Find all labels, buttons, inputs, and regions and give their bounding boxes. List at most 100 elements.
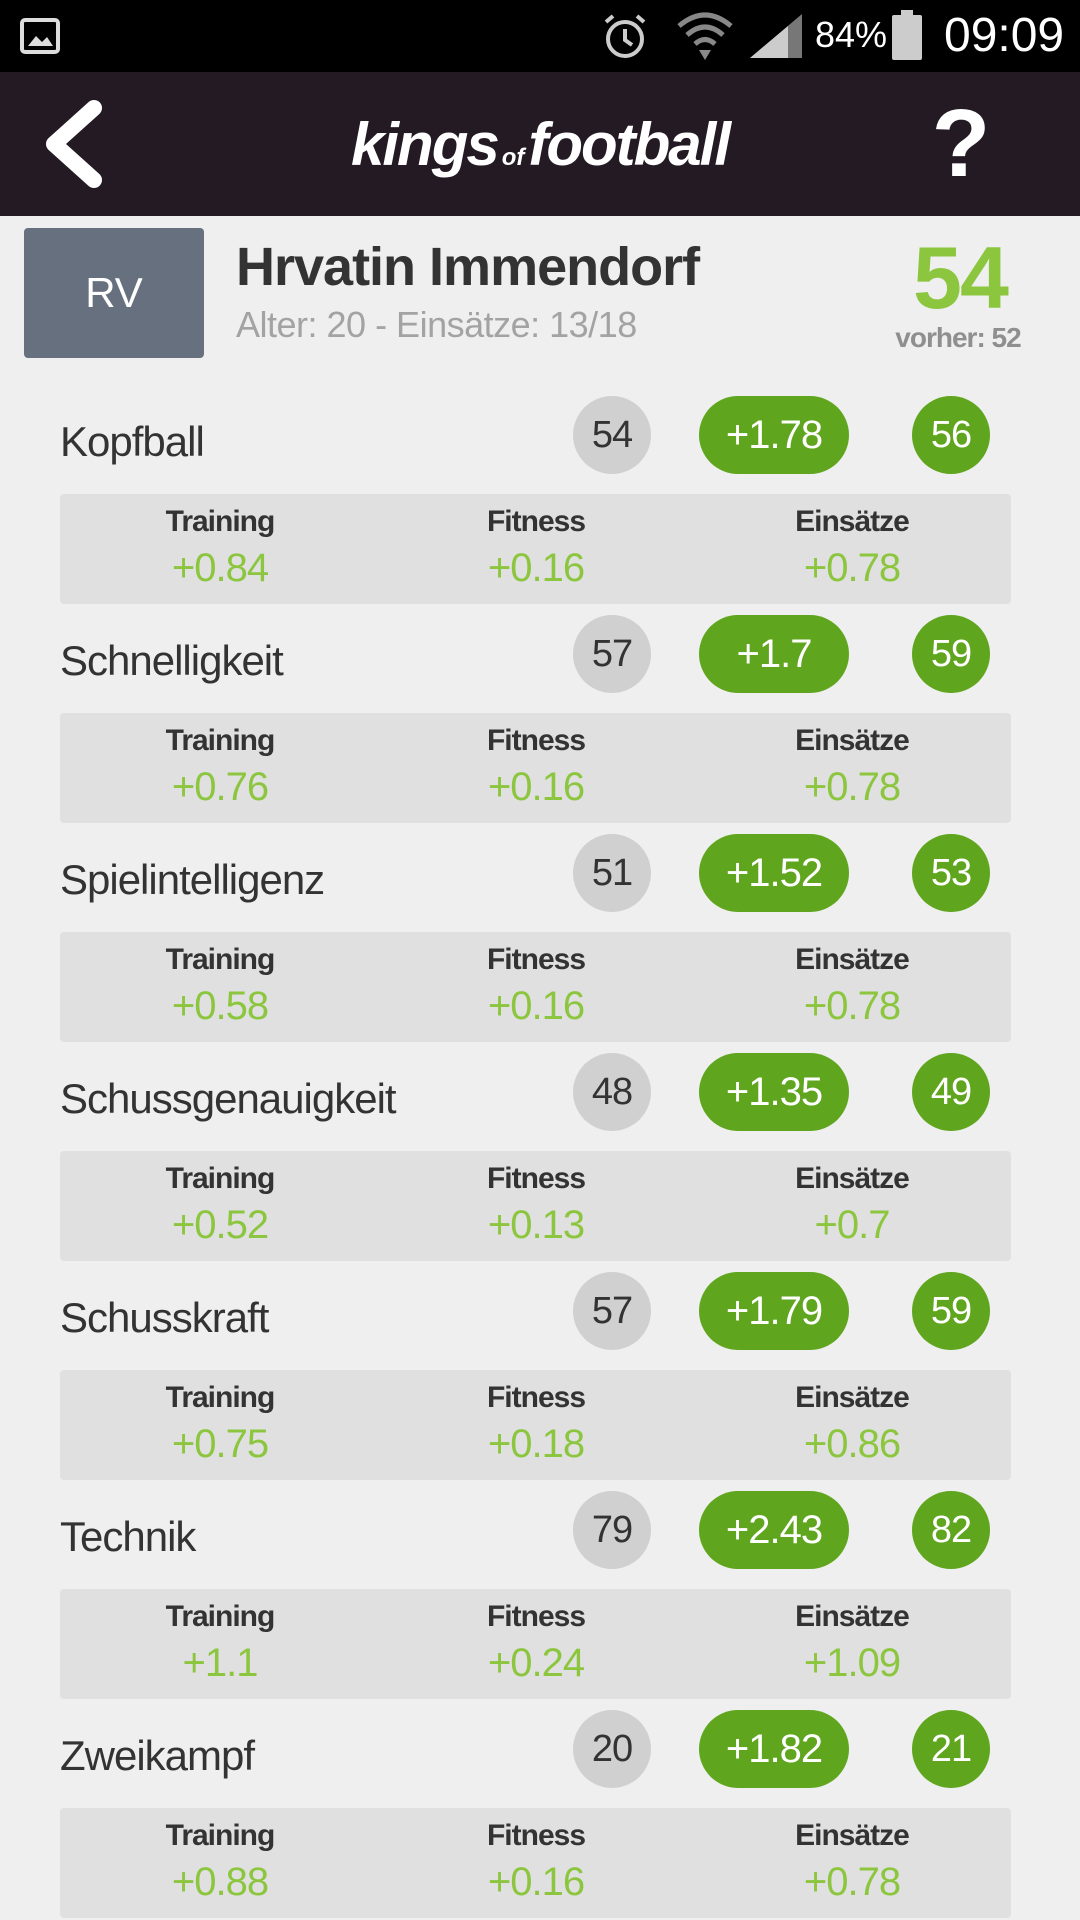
base-value: 57: [573, 1272, 651, 1350]
fitness-value: +0.16: [487, 546, 585, 590]
previous-rating: vorher: 52: [895, 322, 1021, 353]
base-value: 48: [573, 1053, 651, 1131]
stat-name: Technik: [60, 1513, 196, 1560]
battery-percent: 84%: [815, 14, 888, 55]
training-label: Training: [165, 724, 276, 757]
einsaetze-label: Einsätze: [795, 505, 910, 538]
einsaetze-column: Einsätze +0.78: [702, 721, 1002, 813]
einsaetze-label: Einsätze: [795, 943, 910, 976]
fitness-column: Fitness +0.16: [386, 1816, 686, 1908]
delta-pill: +1.52: [699, 834, 849, 912]
einsaetze-label: Einsätze: [795, 724, 910, 757]
logo-of: of: [501, 144, 525, 171]
app-header: kings offootball ?: [0, 72, 1080, 216]
breakdown-panel: Training +0.84 Fitness +0.16 Einsätze +0.78: [60, 494, 1011, 604]
fitness-column: Fitness +0.16: [386, 940, 686, 1032]
stat-row-kopfball: Kopfball 54 +1.78 56 Training +0.84 Fitne…: [0, 380, 1080, 604]
logo-kings: kings: [351, 111, 500, 178]
base-value: 20: [573, 1710, 651, 1788]
new-value: 53: [912, 834, 990, 912]
training-value: +1.1: [182, 1641, 259, 1685]
delta-pill: +1.79: [699, 1272, 849, 1350]
player-rating: 54: [913, 228, 1009, 327]
gallery-icon: [20, 18, 60, 54]
new-value: 59: [912, 1272, 990, 1350]
breakdown-panel: Training +0.75 Fitness +0.18 Einsätze +0.86: [60, 1370, 1011, 1480]
breakdown-panel: Training +0.52 Fitness +0.13 Einsätze +0.7: [60, 1151, 1011, 1261]
stat-row-zweikampf: Zweikampf 20 +1.82 21 Training +0.88 Fitn…: [0, 1694, 1080, 1918]
base-value: 51: [573, 834, 651, 912]
einsaetze-label: Einsätze: [795, 1162, 910, 1195]
signal-icon: [750, 14, 802, 58]
einsaetze-value: +0.7: [814, 1203, 891, 1247]
training-column: Training +0.75: [70, 1378, 370, 1470]
einsaetze-value: +0.78: [803, 765, 901, 809]
stat-row-schnelligkeit: Schnelligkeit 57 +1.7 59 Training +0.76 F…: [0, 599, 1080, 823]
stat-row-schusskraft: Schusskraft 57 +1.79 59 Training +0.75 Fi…: [0, 1256, 1080, 1480]
einsaetze-value: +0.78: [803, 984, 901, 1028]
fitness-value: +0.16: [487, 984, 585, 1028]
fitness-value: +0.16: [487, 765, 585, 809]
breakdown-panel: Training +0.76 Fitness +0.16 Einsätze +0.78: [60, 713, 1011, 823]
einsaetze-value: +0.78: [803, 1860, 901, 1904]
training-value: +0.76: [171, 765, 269, 809]
training-value: +0.84: [171, 546, 269, 590]
battery-icon: [892, 10, 922, 60]
base-value: 57: [573, 615, 651, 693]
delta-pill: +1.7: [699, 615, 849, 693]
back-icon[interactable]: [36, 98, 106, 190]
breakdown-panel: Training +0.88 Fitness +0.16 Einsätze +0.78: [60, 1808, 1011, 1918]
fitness-label: Fitness: [486, 505, 586, 538]
fitness-label: Fitness: [486, 1819, 586, 1852]
breakdown-panel: Training +0.58 Fitness +0.16 Einsätze +0.78: [60, 932, 1011, 1042]
training-label: Training: [165, 1162, 276, 1195]
einsaetze-label: Einsätze: [795, 1381, 910, 1414]
einsaetze-column: Einsätze +0.78: [702, 502, 1002, 594]
new-value: 56: [912, 396, 990, 474]
training-value: +0.88: [171, 1860, 269, 1904]
new-value: 59: [912, 615, 990, 693]
player-meta: Alter: 20 - Einsätze: 13/18: [236, 304, 637, 345]
einsaetze-label: Einsätze: [795, 1819, 910, 1852]
training-column: Training +0.84: [70, 502, 370, 594]
training-column: Training +0.88: [70, 1816, 370, 1908]
alarm-icon: [604, 14, 646, 58]
einsaetze-column: Einsätze +1.09: [702, 1597, 1002, 1689]
delta-pill: +1.82: [699, 1710, 849, 1788]
einsaetze-label: Einsätze: [795, 1600, 910, 1633]
stat-name: Kopfball: [60, 418, 205, 465]
stat-name: Zweikampf: [60, 1732, 255, 1779]
training-label: Training: [165, 1819, 276, 1852]
base-value: 79: [573, 1491, 651, 1569]
training-value: +0.58: [171, 984, 269, 1028]
wifi-icon: [677, 12, 733, 60]
einsaetze-column: Einsätze +0.78: [702, 940, 1002, 1032]
einsaetze-value: +0.86: [803, 1422, 901, 1466]
new-value: 82: [912, 1491, 990, 1569]
fitness-value: +0.18: [487, 1422, 585, 1466]
training-value: +0.75: [171, 1422, 269, 1466]
einsaetze-column: Einsätze +0.78: [702, 1816, 1002, 1908]
einsaetze-value: +1.09: [803, 1641, 901, 1685]
training-label: Training: [165, 1381, 276, 1414]
fitness-value: +0.24: [487, 1641, 585, 1685]
position-badge: RV: [24, 228, 204, 358]
fitness-value: +0.13: [487, 1203, 585, 1247]
help-button[interactable]: ?: [931, 90, 991, 197]
einsaetze-column: Einsätze +0.7: [702, 1159, 1002, 1251]
fitness-label: Fitness: [486, 724, 586, 757]
stat-name: Schusskraft: [60, 1294, 269, 1341]
stat-row-spielintelligenz: Spielintelligenz 51 +1.52 53 Training +0.…: [0, 818, 1080, 1042]
training-column: Training +1.1: [70, 1597, 370, 1689]
training-label: Training: [165, 1600, 276, 1633]
new-value: 21: [912, 1710, 990, 1788]
fitness-value: +0.16: [487, 1860, 585, 1904]
fitness-label: Fitness: [486, 943, 586, 976]
clock: 09:09: [944, 9, 1065, 62]
breakdown-panel: Training +1.1 Fitness +0.24 Einsätze +1.09: [60, 1589, 1011, 1699]
fitness-column: Fitness +0.16: [386, 721, 686, 813]
training-column: Training +0.52: [70, 1159, 370, 1251]
fitness-column: Fitness +0.24: [386, 1597, 686, 1689]
training-label: Training: [165, 943, 276, 976]
training-label: Training: [165, 505, 276, 538]
